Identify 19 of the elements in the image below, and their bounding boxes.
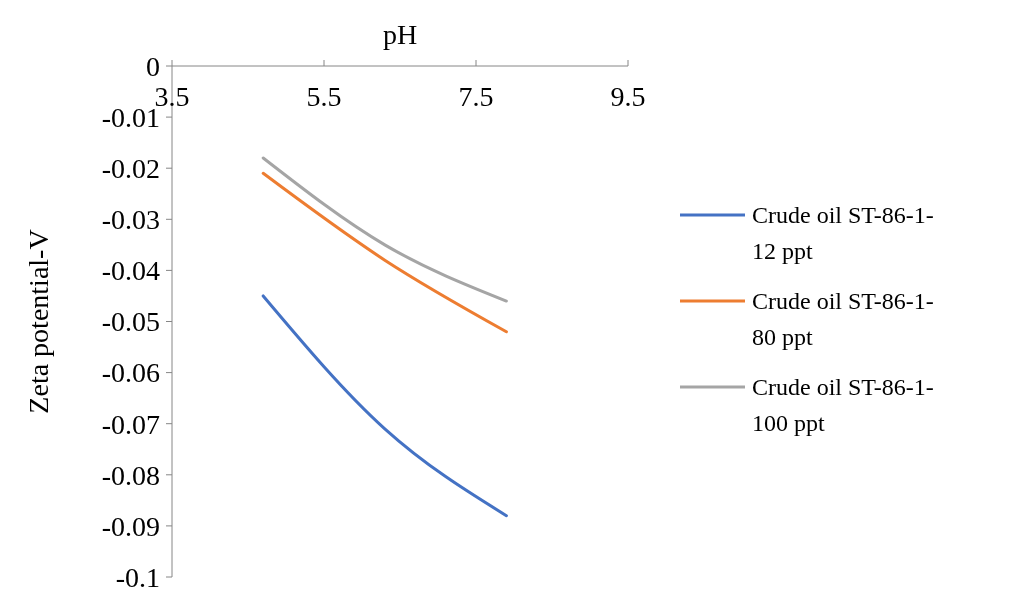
y-tick-label: -0.05 [101, 306, 160, 338]
y-tick-label: -0.07 [101, 408, 160, 440]
y-tick-label: -0.04 [101, 255, 160, 287]
x-axis-title: pH [382, 19, 418, 50]
x-tick-label: 7.5 [458, 81, 494, 112]
legend-label: Crude oil ST-86-1-80 ppt [752, 288, 934, 351]
y-tick-label: -0.09 [101, 510, 160, 542]
y-tick-label: -0.06 [101, 357, 160, 389]
legend-label: Crude oil ST-86-1-100 ppt [752, 374, 934, 437]
y-tick-label: -0.03 [101, 204, 160, 236]
y-tick-label: -0.1 [115, 561, 160, 592]
x-tick-label: 9.5 [610, 81, 646, 112]
x-tick-label: 5.5 [306, 81, 342, 112]
y-tick-label: 0 [146, 50, 160, 82]
y-tick-label: -0.02 [101, 153, 160, 184]
y-tick-label: -0.08 [101, 459, 160, 491]
y-axis-title: Zeta potential-V [23, 229, 54, 414]
legend-label: Crude oil ST-86-1-12 ppt [752, 202, 934, 265]
x-tick-label: 3.5 [154, 81, 190, 112]
